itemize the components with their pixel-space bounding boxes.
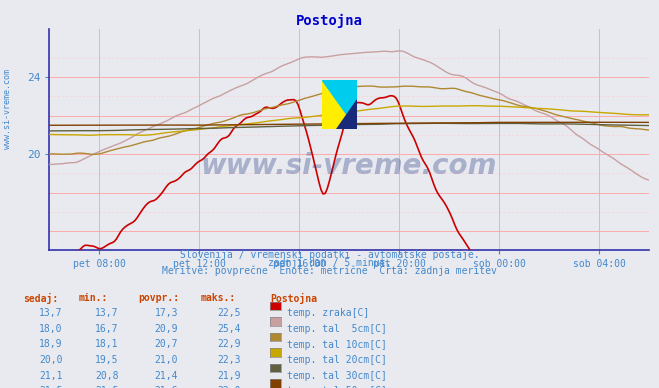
Polygon shape	[322, 80, 357, 129]
Text: zadnji dan / 5 minut.: zadnji dan / 5 minut.	[268, 258, 391, 268]
Text: maks.:: maks.:	[201, 293, 236, 303]
Text: 22,3: 22,3	[217, 355, 241, 365]
Text: www.si-vreme.com: www.si-vreme.com	[3, 69, 13, 149]
Text: 22,9: 22,9	[217, 340, 241, 350]
Text: 21,9: 21,9	[217, 371, 241, 381]
Text: 13,7: 13,7	[95, 308, 119, 319]
Text: 25,4: 25,4	[217, 324, 241, 334]
Text: 21,0: 21,0	[154, 355, 178, 365]
Text: Postojna: Postojna	[270, 293, 317, 304]
Text: 21,5: 21,5	[95, 386, 119, 388]
Text: 21,4: 21,4	[154, 371, 178, 381]
Text: temp. tal 10cm[C]: temp. tal 10cm[C]	[287, 340, 387, 350]
Text: temp. tal 50cm[C]: temp. tal 50cm[C]	[287, 386, 387, 388]
Text: 21,6: 21,6	[154, 386, 178, 388]
Text: 16,7: 16,7	[95, 324, 119, 334]
Text: 20,7: 20,7	[154, 340, 178, 350]
Text: 20,0: 20,0	[39, 355, 63, 365]
Text: 20,9: 20,9	[154, 324, 178, 334]
Text: www.si-vreme.com: www.si-vreme.com	[201, 152, 498, 180]
Text: 20,8: 20,8	[95, 371, 119, 381]
Text: 21,1: 21,1	[39, 371, 63, 381]
Text: 18,1: 18,1	[95, 340, 119, 350]
Text: Meritve: povprečne  Enote: metrične  Črta: zadnja meritev: Meritve: povprečne Enote: metrične Črta:…	[162, 263, 497, 275]
Text: 21,5: 21,5	[39, 386, 63, 388]
Text: 18,9: 18,9	[39, 340, 63, 350]
Text: 17,3: 17,3	[154, 308, 178, 319]
Text: temp. tal 20cm[C]: temp. tal 20cm[C]	[287, 355, 387, 365]
Text: temp. tal  5cm[C]: temp. tal 5cm[C]	[287, 324, 387, 334]
Text: Slovenija / vremenski podatki - avtomatske postaje.: Slovenija / vremenski podatki - avtomats…	[180, 250, 479, 260]
Text: 22,5: 22,5	[217, 308, 241, 319]
Text: 13,7: 13,7	[39, 308, 63, 319]
Polygon shape	[322, 80, 357, 129]
Text: povpr.:: povpr.:	[138, 293, 179, 303]
Text: min.:: min.:	[79, 293, 109, 303]
Polygon shape	[336, 99, 357, 129]
Text: temp. tal 30cm[C]: temp. tal 30cm[C]	[287, 371, 387, 381]
Text: 19,5: 19,5	[95, 355, 119, 365]
Text: temp. zraka[C]: temp. zraka[C]	[287, 308, 369, 319]
Text: 18,0: 18,0	[39, 324, 63, 334]
Text: Postojna: Postojna	[296, 14, 363, 28]
Text: 22,0: 22,0	[217, 386, 241, 388]
Text: sedaj:: sedaj:	[23, 293, 58, 304]
